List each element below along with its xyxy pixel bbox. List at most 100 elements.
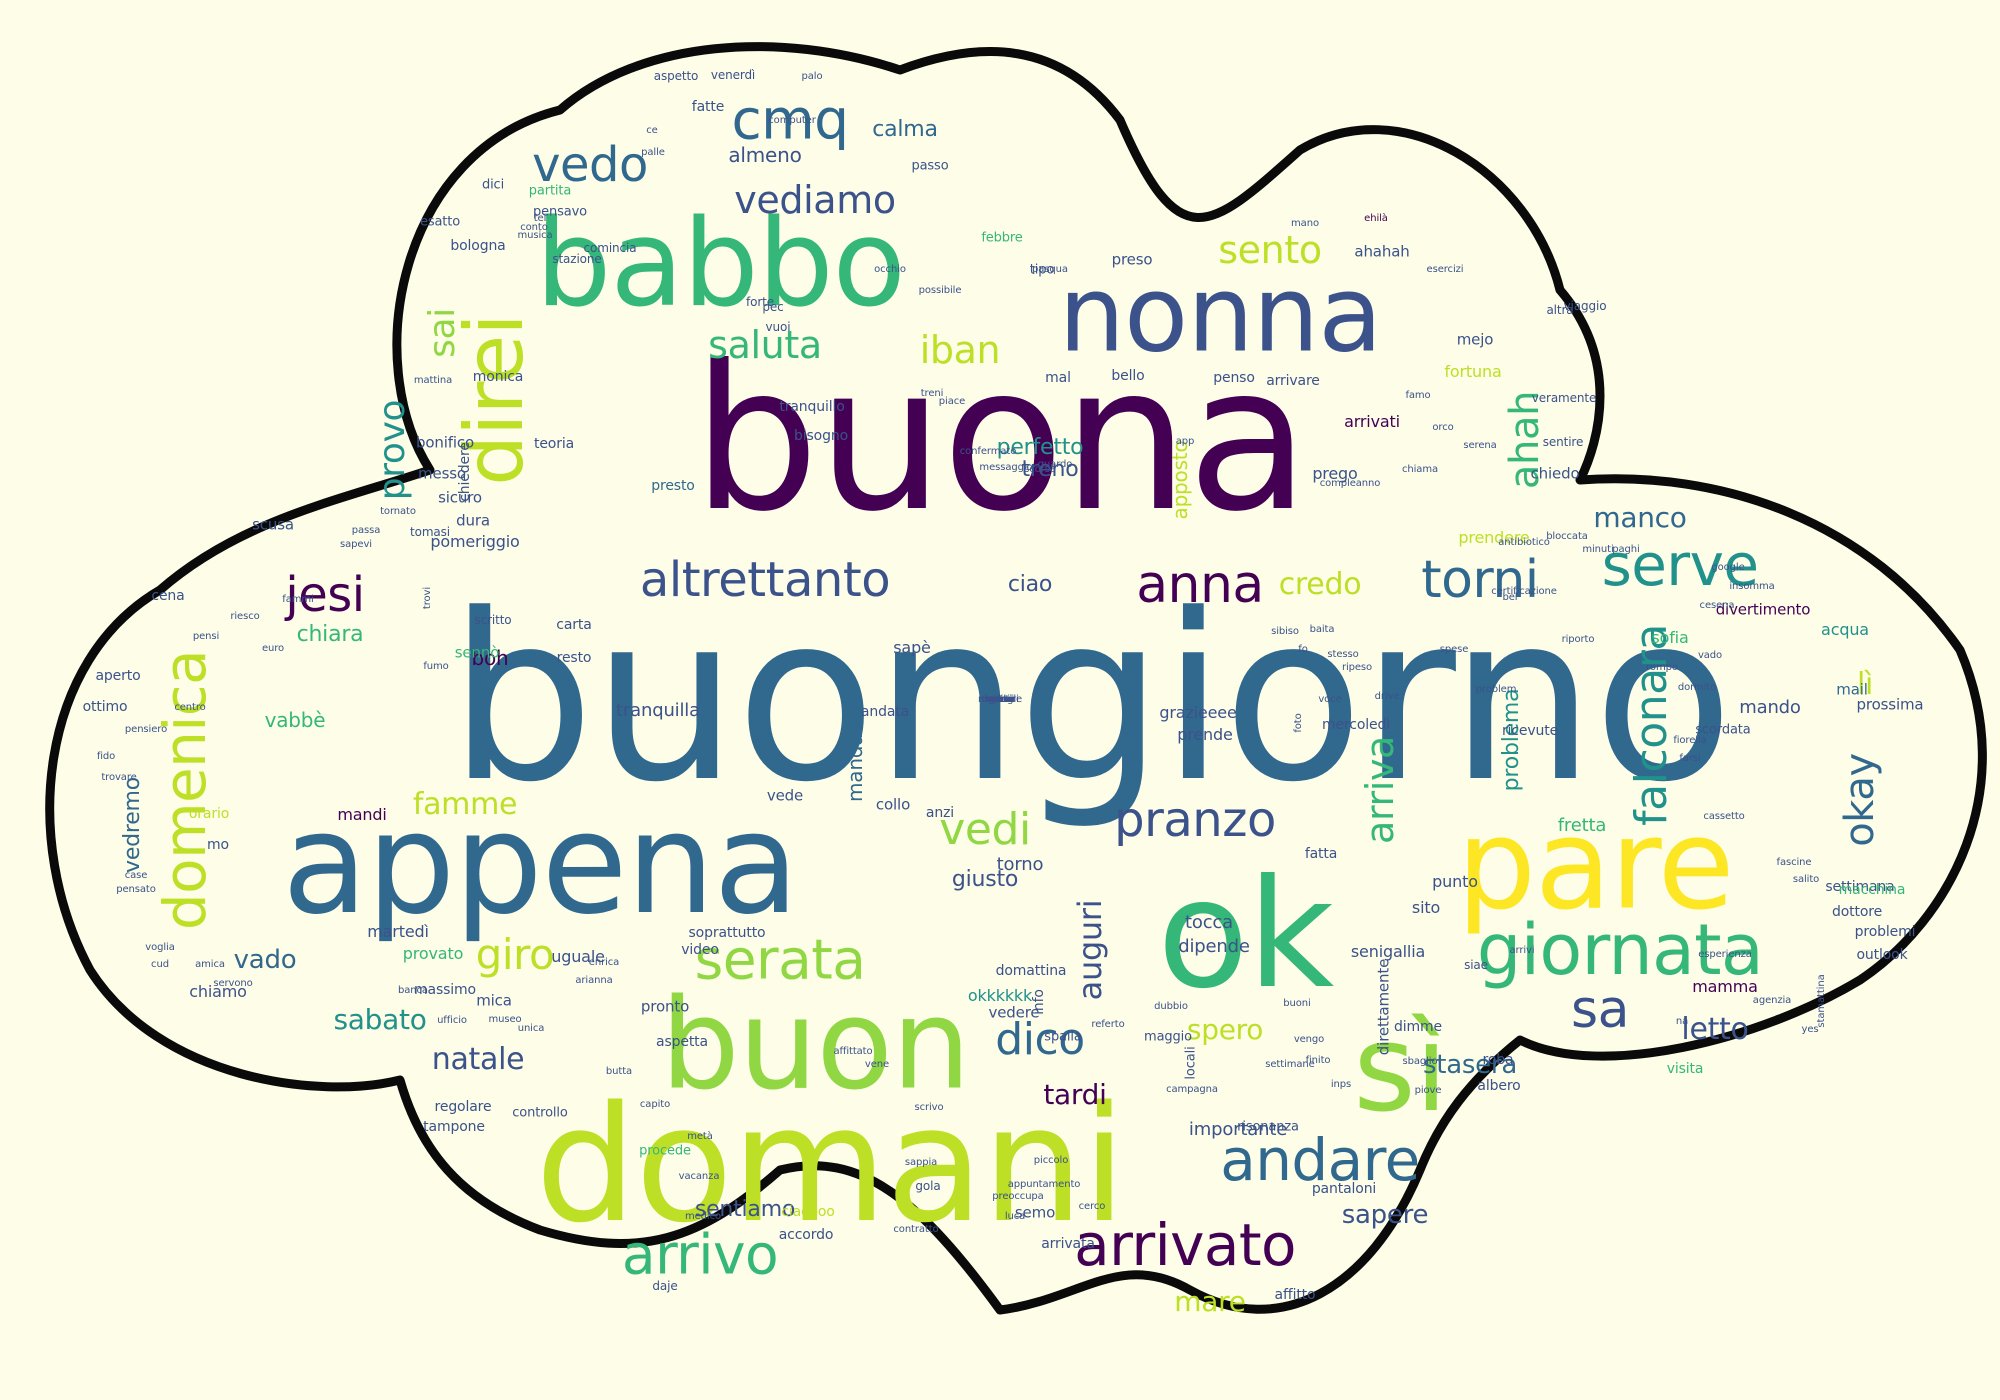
cloud-word: fammi — [282, 594, 314, 605]
cloud-word: capito — [639, 1099, 671, 1110]
cloud-word: vede — [766, 786, 804, 805]
cloud-word: sabato — [333, 1003, 427, 1036]
cloud-word: gravi — [987, 694, 1013, 705]
cloud-word: salito — [1792, 874, 1820, 885]
cloud-word: palo — [801, 71, 823, 82]
cloud-word: venerdì — [710, 68, 756, 82]
cloud-word: nonna — [1058, 253, 1383, 376]
cloud-word: accordo — [778, 1227, 834, 1243]
cloud-word: gola — [915, 1179, 941, 1193]
cloud-word: natale — [431, 1042, 525, 1077]
cloud-word: ehilà — [1364, 213, 1388, 224]
cloud-word: carta — [556, 617, 592, 633]
cloud-word: cassetto — [1703, 811, 1745, 822]
cloud-word: regolare — [434, 1099, 492, 1115]
cloud-word: maggio — [1144, 1029, 1192, 1045]
cloud-word: vabbè — [264, 708, 326, 732]
cloud-word: andare — [1220, 1126, 1420, 1194]
cloud-word: butta — [605, 1066, 633, 1077]
cloud-word: orco — [1432, 422, 1454, 433]
cloud-word: info — [1031, 989, 1047, 1015]
cloud-word: anzi — [925, 805, 955, 821]
cloud-word: chiara — [296, 622, 364, 647]
cloud-word: settimana — [1825, 879, 1895, 895]
cloud-word: iban — [919, 328, 1001, 372]
cloud-word: vene — [987, 694, 1013, 705]
cloud-word: punto — [1432, 872, 1478, 891]
cloud-word: sentiamo — [694, 1197, 796, 1222]
cloud-word: vene — [864, 1059, 890, 1070]
cloud-word: sai — [422, 308, 463, 358]
cloud-word: bologna — [450, 238, 506, 254]
cloud-word: antibiotico — [1498, 537, 1550, 548]
cloud-word: veramente — [1531, 391, 1597, 405]
cloud-word: locali — [1183, 1046, 1199, 1080]
cloud-outline — [45, 42, 1987, 1315]
cloud-word: preoccupa — [992, 1191, 1044, 1202]
cloud-word: anna — [1136, 555, 1264, 615]
cloud-word: presto — [651, 478, 695, 494]
cloud-word: ciaoooo — [781, 1204, 835, 1220]
cloud-word: pantaloni — [1311, 1181, 1377, 1197]
cloud-word: calma — [872, 117, 938, 142]
cloud-word: chiedo — [1530, 464, 1580, 483]
cloud-word: penso — [1213, 370, 1255, 386]
cloud-word: preso — [1111, 250, 1153, 269]
cloud-word: mare — [1174, 1285, 1246, 1318]
cloud-word: mail — [1836, 680, 1868, 699]
cloud-word: tampone — [423, 1119, 485, 1135]
cloud-word: dimme — [1394, 1019, 1442, 1035]
cloud-word: domattina — [995, 963, 1067, 979]
cloud-word: banca — [398, 985, 428, 996]
cloud-word: mo — [207, 837, 229, 853]
cloud-word: sento — [1218, 228, 1322, 272]
cloud-word: piccolo — [1033, 1155, 1069, 1166]
cloud-word: mandi — [337, 805, 387, 824]
cloud-word: sbaglio — [1402, 1056, 1438, 1067]
cloud-word: mano — [1291, 218, 1319, 229]
cloud-word: finito — [1305, 1055, 1331, 1066]
cloud-word: grazieeee — [1159, 703, 1237, 722]
cloud-word: stazione — [552, 252, 602, 266]
cloud-word: arrivati — [1344, 412, 1400, 431]
cloud-word: collo — [875, 795, 911, 814]
cloud-word: fiorella — [1673, 735, 1707, 746]
cloud-word: sa — [1571, 980, 1629, 1040]
cloud-word: vedremo — [120, 777, 145, 873]
cloud-word: appena — [282, 783, 799, 946]
cloud-word: insomma — [1729, 581, 1775, 592]
cloud-word: spese — [1439, 644, 1469, 655]
cloud-word: tardi — [1043, 1078, 1107, 1111]
cloud-word: chiamo — [189, 982, 247, 1001]
cloud-word: bello — [1111, 368, 1145, 384]
cloud-word: mal — [1045, 370, 1071, 386]
cloud-word: drive — [1374, 691, 1400, 702]
cloud-word: torni — [1421, 550, 1539, 610]
cloud-word: giornata — [1476, 909, 1764, 991]
cloud-word: sentire — [1542, 435, 1584, 449]
cloud-word: risonanza — [1237, 1119, 1299, 1135]
cloud-word: aperto — [95, 668, 141, 684]
cloud-word: provo — [372, 399, 413, 501]
cloud-word: okay — [1837, 753, 1883, 847]
cloud-word: partita — [528, 183, 572, 199]
cloud-word: pensi — [192, 631, 220, 642]
cloud-word: problema — [1499, 688, 1524, 792]
cloud-word: febbre — [981, 230, 1023, 246]
cloud-word: fumo — [423, 661, 449, 672]
cloud-word: prego — [1312, 464, 1358, 483]
cloud-word: giusto — [951, 867, 1019, 892]
cloud-word: bisogno — [794, 428, 848, 444]
cloud-word: arrivo — [621, 1222, 779, 1287]
cloud-word: buon — [660, 972, 971, 1118]
cloud-word: centro — [174, 702, 206, 713]
cloud-word: mattia — [983, 694, 1017, 705]
cloud-word: cud — [151, 959, 169, 970]
cloud-word: stesso — [1327, 649, 1359, 660]
cloud-word: viaggio — [1563, 299, 1607, 313]
cloud-word: direttamente — [1374, 958, 1393, 1056]
cloud-word: falconara — [1626, 624, 1677, 826]
cloud-word: certificazione — [1491, 586, 1557, 597]
cloud-word: sibiso — [1271, 626, 1299, 637]
